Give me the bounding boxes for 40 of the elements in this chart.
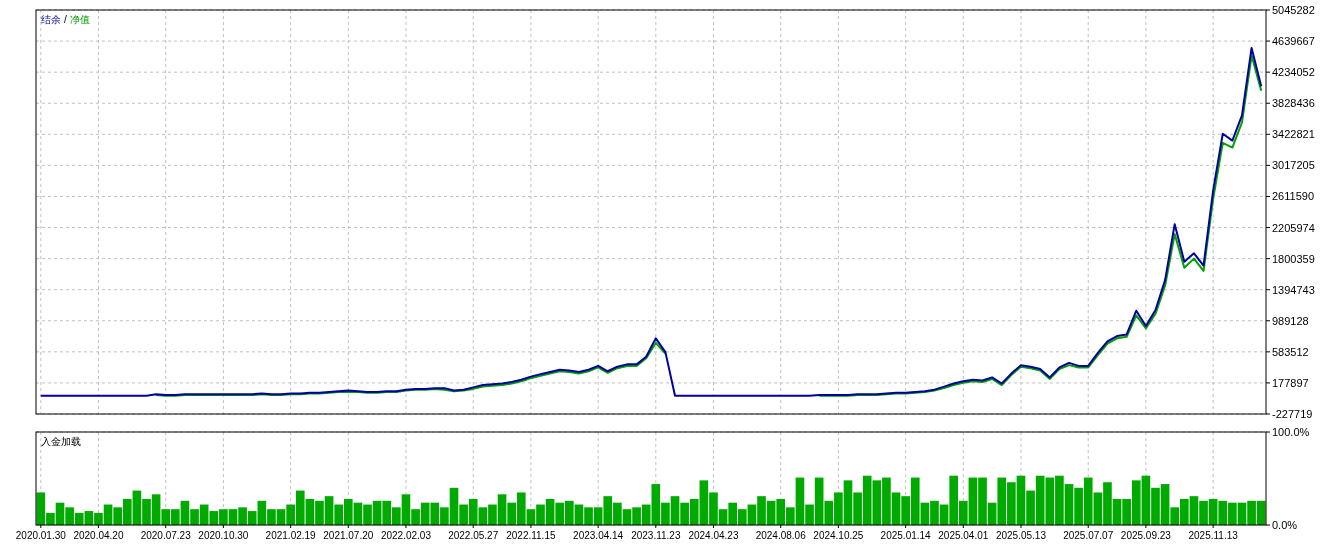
x-tick-label: 2023.04.14 (573, 530, 624, 541)
x-tick-label: 2020.01.30 (15, 530, 67, 541)
x-tick-label: 2025.01.14 (880, 530, 932, 541)
x-tick-label: 2020.04.20 (73, 530, 124, 541)
x-tick-label: 2024.04.23 (688, 530, 739, 541)
x-tick-label: 2020.10.30 (198, 530, 249, 541)
x-tick-label: 2025.09.23 (1120, 530, 1172, 541)
y-tick-label: 100.0% (1272, 426, 1310, 438)
x-tick-label: 2020.07.23 (140, 530, 192, 541)
y-tick-label: 0.0% (1272, 519, 1298, 531)
x-tick-label: 2025.05.13 (995, 530, 1047, 541)
x-tick-label: 2022.11.15 (506, 530, 556, 541)
y-tick-label: 177897 (1272, 376, 1309, 389)
x-tick-label: 2021.02.19 (265, 530, 317, 541)
y-tick-label: 2205974 (1272, 221, 1315, 234)
y-tick-label: 989128 (1272, 314, 1309, 327)
x-tick-label: 2025.04.01 (938, 530, 989, 541)
y-tick-label: 5045282 (1272, 4, 1315, 16)
text: 净值 (69, 14, 90, 25)
x-tick-label: 2022.05.27 (448, 530, 499, 541)
y-tick-label: 3422821 (1272, 128, 1315, 141)
x-tick-label: 2023.11.23 (631, 530, 681, 541)
y-tick-label: 3828436 (1272, 97, 1315, 110)
x-tick-label: 2024.10.25 (813, 530, 864, 541)
y-tick-label: 4234052 (1272, 66, 1315, 79)
y-tick-label: 4639667 (1272, 35, 1315, 48)
y-tick-label: -227719 (1272, 408, 1313, 420)
annotation: / (64, 14, 67, 25)
x-tick-label: 2021.07.20 (323, 530, 374, 541)
y-tick-label: 1800359 (1272, 252, 1315, 265)
x-tick-label: 2025.07.07 (1063, 530, 1114, 541)
text: 结余 (41, 14, 61, 25)
y-tick-label: 1394743 (1272, 283, 1315, 296)
y-tick-label: 3017205 (1272, 159, 1315, 172)
y-tick-label: 583512 (1272, 345, 1309, 358)
chart-title: 入金加载 (41, 436, 81, 447)
x-tick-label: 2025.11.13 (1188, 530, 1239, 541)
x-tick-label: 2024.08.06 (755, 530, 807, 541)
x-tick-label: 2022.02.03 (380, 530, 432, 541)
y-tick-label: 2611590 (1272, 190, 1315, 203)
